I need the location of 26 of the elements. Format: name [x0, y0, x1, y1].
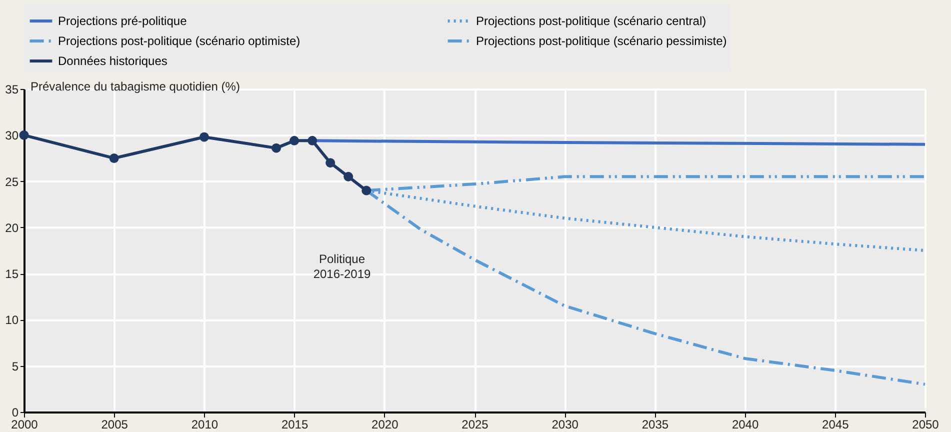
legend-label: Projections pré-politique	[58, 14, 188, 28]
y-tick-label: 15	[5, 267, 19, 282]
annotation: Politique 2016-2019	[313, 252, 372, 281]
x-tick-label: 2030	[552, 418, 579, 432]
legend-label: Projections post-politique (scénario central)	[476, 14, 706, 28]
x-tick-label: 2020	[372, 418, 399, 432]
y-tick-label: 5	[12, 359, 19, 374]
legend-label: Projections post-politique (scénario optimiste)	[58, 34, 300, 48]
x-tick-label: 2025	[462, 418, 489, 432]
y-tick-label: 10	[5, 313, 19, 328]
x-tick-label: 2015	[281, 418, 308, 432]
legend-label: Projections post-politique (scénario pessimiste)	[476, 34, 727, 48]
x-tick-label: 2000	[11, 418, 38, 432]
y-tick-label: 20	[5, 220, 19, 235]
y-axis-title: Prévalence du tabagisme quotidien (%)	[30, 80, 240, 94]
legend-label: Données historiques	[58, 54, 168, 68]
x-tick-label: 2005	[101, 418, 128, 432]
x-tick-label: 2050	[912, 418, 940, 432]
x-tick-label: 2010	[191, 418, 218, 432]
x-tick-label: 2040	[732, 418, 759, 432]
x-tick-label: 2035	[642, 418, 669, 432]
y-tick-label: 35	[5, 82, 19, 96]
x-tick-label: 2045	[822, 418, 850, 432]
y-tick-label: 25	[5, 174, 19, 189]
y-tick-label: 0	[12, 406, 19, 420]
y-tick-label: 30	[5, 128, 19, 143]
